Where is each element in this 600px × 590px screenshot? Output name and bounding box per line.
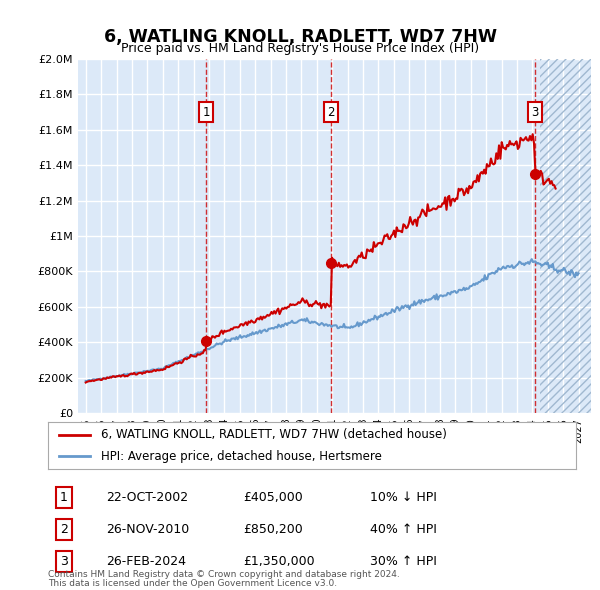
Text: 1: 1	[202, 106, 210, 119]
Text: 6, WATLING KNOLL, RADLETT, WD7 7HW (detached house): 6, WATLING KNOLL, RADLETT, WD7 7HW (deta…	[101, 428, 446, 441]
Text: HPI: Average price, detached house, Hertsmere: HPI: Average price, detached house, Hert…	[101, 450, 382, 463]
Text: £850,200: £850,200	[244, 523, 303, 536]
Text: This data is licensed under the Open Government Licence v3.0.: This data is licensed under the Open Gov…	[48, 579, 337, 588]
Text: 26-FEB-2024: 26-FEB-2024	[106, 555, 186, 568]
Text: 30% ↑ HPI: 30% ↑ HPI	[370, 555, 437, 568]
Text: 3: 3	[60, 555, 68, 568]
Text: £1,350,000: £1,350,000	[244, 555, 315, 568]
Text: Contains HM Land Registry data © Crown copyright and database right 2024.: Contains HM Land Registry data © Crown c…	[48, 571, 400, 579]
Bar	[540, 59, 594, 413]
Text: 2: 2	[60, 523, 68, 536]
Text: 10% ↓ HPI: 10% ↓ HPI	[370, 491, 437, 504]
Text: Price paid vs. HM Land Registry's House Price Index (HPI): Price paid vs. HM Land Registry's House …	[121, 42, 479, 55]
Bar	[540, 59, 594, 413]
Text: 26-NOV-2010: 26-NOV-2010	[106, 523, 190, 536]
Text: 6, WATLING KNOLL, RADLETT, WD7 7HW: 6, WATLING KNOLL, RADLETT, WD7 7HW	[104, 28, 497, 45]
Text: 2: 2	[327, 106, 335, 119]
Text: 22-OCT-2002: 22-OCT-2002	[106, 491, 188, 504]
Text: 3: 3	[531, 106, 539, 119]
Text: 40% ↑ HPI: 40% ↑ HPI	[370, 523, 437, 536]
Text: 1: 1	[60, 491, 68, 504]
Text: £405,000: £405,000	[244, 491, 303, 504]
